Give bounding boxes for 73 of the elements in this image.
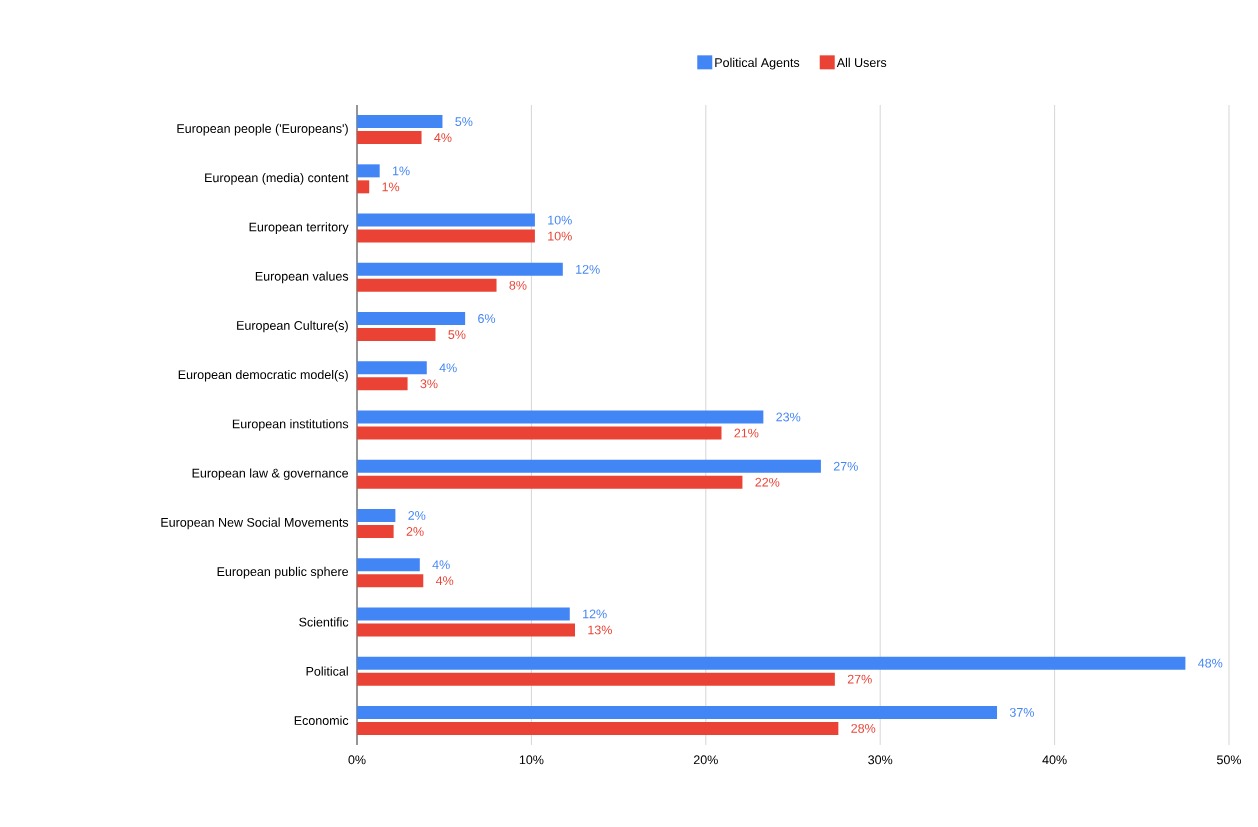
bar <box>357 721 839 735</box>
data-label: 4% <box>435 576 454 586</box>
x-tick-label: 40% <box>1042 755 1067 765</box>
y-tick-label: European New Social Movements <box>161 517 349 530</box>
y-tick-label: European values <box>255 271 349 284</box>
bar <box>357 656 1186 670</box>
bar <box>357 229 535 243</box>
data-label: 2% <box>406 527 424 536</box>
y-tick-label: European institutions <box>232 419 349 431</box>
x-tick-label: 50% <box>1216 755 1242 765</box>
data-label: 4% <box>432 560 450 570</box>
y-tick-label: Political <box>306 666 348 676</box>
bar <box>357 459 821 473</box>
data-label: 4% <box>439 363 457 373</box>
data-label: 1% <box>382 182 400 192</box>
bar <box>357 262 563 276</box>
data-label: 2% <box>408 511 426 520</box>
bar <box>357 426 722 440</box>
data-label: 27% <box>833 461 858 471</box>
y-tick-label: Scientific <box>299 617 349 627</box>
data-label: 12% <box>583 609 607 619</box>
bar <box>357 607 570 621</box>
bar <box>357 508 396 522</box>
bar <box>357 672 835 686</box>
bar <box>357 131 422 145</box>
bar <box>357 558 420 572</box>
data-label: 27% <box>847 674 872 684</box>
data-label: 10% <box>548 215 572 225</box>
data-label: 4% <box>434 133 452 142</box>
bar <box>357 164 380 178</box>
data-label: 3% <box>420 379 438 389</box>
data-label: 28% <box>851 723 876 733</box>
data-label: 48% <box>1198 658 1223 668</box>
bar <box>357 361 427 375</box>
bar <box>357 278 497 292</box>
x-tick-label: 0% <box>348 755 366 765</box>
bar <box>357 377 408 391</box>
data-label: 37% <box>1009 707 1034 717</box>
data-label: 8% <box>509 280 527 290</box>
y-tick-label: European public sphere <box>217 566 349 579</box>
data-label: 23% <box>776 412 801 422</box>
data-label: 13% <box>588 625 612 635</box>
bar <box>357 623 575 637</box>
y-tick-label: Economic <box>294 715 349 725</box>
y-tick-label: European Culture(s) <box>237 320 348 333</box>
bar <box>357 312 466 326</box>
y-tick-label: European people ('Europeans') <box>177 123 348 136</box>
bar <box>357 180 370 194</box>
x-tick-label: 10% <box>519 755 544 765</box>
x-tick-label: 20% <box>693 755 718 765</box>
data-label: 21% <box>734 428 759 438</box>
bar <box>357 213 535 227</box>
y-tick-label: European (media) content <box>205 173 349 185</box>
data-label: 22% <box>755 477 780 487</box>
legend-label: Political Agents <box>715 57 800 70</box>
data-label: 12% <box>576 264 600 274</box>
y-tick-label: European territory <box>249 222 349 234</box>
bar <box>357 115 443 129</box>
bar <box>357 705 998 719</box>
data-label: 10% <box>548 231 572 241</box>
bar <box>357 410 764 424</box>
bar <box>357 328 436 342</box>
bar <box>357 524 394 538</box>
y-tick-label: European law & governance <box>192 468 349 481</box>
data-label: 5% <box>448 330 466 339</box>
data-label: 1% <box>393 166 410 176</box>
x-tick-label: 30% <box>868 755 893 765</box>
data-label: 5% <box>455 117 473 127</box>
y-tick-label: European democratic model(s) <box>178 369 348 382</box>
legend-label: All Users <box>836 57 887 68</box>
bar <box>357 574 424 588</box>
data-label: 6% <box>478 314 496 323</box>
bar <box>357 475 743 489</box>
